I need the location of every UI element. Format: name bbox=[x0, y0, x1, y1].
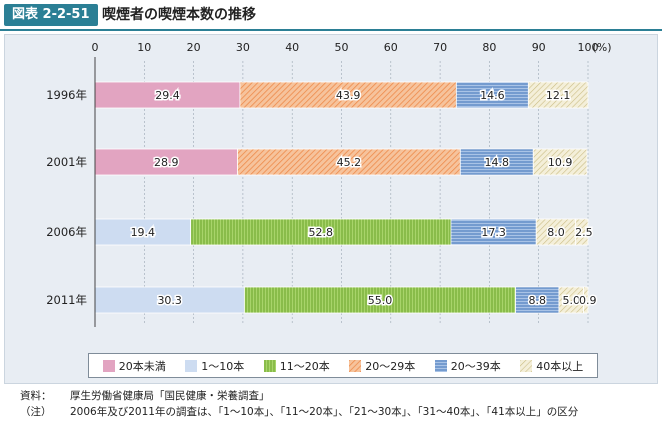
bar-segment bbox=[515, 286, 560, 314]
data-label: 10.9 bbox=[548, 156, 573, 169]
stacked-bar-chart: 29.4 43.9 14.6 12.1 28.9 45.2 14.8 10.9 19.4 52.8… bbox=[46, 41, 612, 327]
x-tick-label: 80 bbox=[482, 41, 496, 54]
legend-swatch bbox=[349, 359, 362, 372]
data-label: 17.3 bbox=[481, 226, 506, 239]
title-bar: 図表 2-2-51 喫煙者の喫煙本数の推移 bbox=[0, 0, 662, 32]
x-tick-label: 100 bbox=[578, 41, 599, 54]
data-label: 0.9 bbox=[579, 294, 597, 307]
legend-label: 11～20本 bbox=[279, 359, 330, 373]
data-label: 30.3 bbox=[157, 294, 182, 307]
bar-segment bbox=[450, 218, 537, 246]
x-tick-label: 50 bbox=[335, 41, 349, 54]
title-underline bbox=[0, 29, 662, 31]
bar-segment bbox=[459, 148, 534, 176]
legend-item: 20本未満 bbox=[102, 358, 166, 374]
category-label: 2011年 bbox=[46, 293, 87, 307]
data-label: 12.1 bbox=[546, 89, 571, 102]
bar-segment bbox=[239, 81, 457, 109]
figure-number-badge: 図表 2-2-51 bbox=[4, 4, 98, 26]
bar-segment bbox=[94, 81, 241, 109]
legend-item: 40本以上 bbox=[520, 358, 583, 374]
notes: 資料： 厚生労働省健康局「国民健康・栄養調査」 （注） 2006年及び2011年… bbox=[20, 388, 578, 420]
x-tick-label: 40 bbox=[285, 41, 299, 54]
bar-segment bbox=[535, 218, 577, 246]
chart-panel: 29.4 43.9 14.6 12.1 28.9 45.2 14.8 10.9 19.4 52.8… bbox=[4, 34, 658, 384]
data-label: 52.8 bbox=[309, 226, 334, 239]
note-text: 2006年及び2011年の調査は、「1～10本」、「11～20本」、「21～30… bbox=[70, 406, 579, 418]
legend-label: 1～10本 bbox=[201, 359, 245, 373]
bar-segment bbox=[575, 218, 589, 246]
legend-item: 11～20本 bbox=[263, 358, 330, 374]
legend-label: 20～39本 bbox=[450, 359, 501, 373]
legend-label: 20～29本 bbox=[365, 359, 416, 373]
x-tick-label: 90 bbox=[532, 41, 546, 54]
bar-segment bbox=[532, 148, 588, 176]
legend-swatch bbox=[102, 359, 115, 372]
x-tick-label: 30 bbox=[236, 41, 250, 54]
legend: 20本未満 1～10本 11～20本 20～29本 20～39本 40本以上 bbox=[88, 353, 598, 378]
note-label: （注） bbox=[20, 406, 52, 418]
x-tick-label: 0 bbox=[92, 41, 99, 54]
legend-item: 20～39本 bbox=[434, 358, 501, 374]
data-label: 19.4 bbox=[131, 226, 156, 239]
legend-swatch bbox=[520, 359, 533, 372]
bar-segment bbox=[237, 148, 461, 176]
data-label: 55.0 bbox=[368, 294, 393, 307]
data-label: 43.9 bbox=[336, 89, 361, 102]
chart-title: 喫煙者の喫煙本数の推移 bbox=[102, 7, 256, 23]
x-tick-label: 20 bbox=[187, 41, 201, 54]
legend-swatch bbox=[263, 359, 276, 372]
source-label: 資料： bbox=[20, 390, 52, 402]
bar-segment bbox=[558, 286, 584, 314]
bar-segment bbox=[94, 286, 245, 314]
bar-segment bbox=[190, 218, 452, 246]
x-tick-label: 70 bbox=[433, 41, 447, 54]
bar-segment bbox=[94, 218, 192, 246]
data-label: 14.6 bbox=[480, 89, 505, 102]
data-label: 2.5 bbox=[575, 226, 593, 239]
legend-label: 20本未満 bbox=[118, 359, 166, 373]
category-label: 1996年 bbox=[46, 88, 87, 102]
bar-segment bbox=[527, 81, 589, 109]
bar-segment bbox=[243, 286, 516, 314]
data-label: 28.9 bbox=[154, 156, 179, 169]
legend-swatch bbox=[434, 359, 447, 372]
x-tick-label: 10 bbox=[137, 41, 151, 54]
data-label: 5.0 bbox=[562, 294, 580, 307]
source-text: 厚生労働省健康局「国民健康・栄養調査」 bbox=[70, 390, 270, 402]
data-label: 45.2 bbox=[337, 156, 362, 169]
legend-item: 20～29本 bbox=[349, 358, 415, 374]
data-label: 8.8 bbox=[528, 294, 546, 307]
legend-label: 40本以上 bbox=[536, 359, 584, 373]
x-tick-label: 60 bbox=[384, 41, 398, 54]
data-label: 8.0 bbox=[547, 226, 565, 239]
category-label: 2001年 bbox=[46, 155, 87, 169]
data-label: 14.8 bbox=[485, 156, 510, 169]
bar-segment bbox=[583, 286, 589, 314]
legend-swatch bbox=[185, 359, 198, 372]
data-label: 29.4 bbox=[155, 89, 180, 102]
unit-label: (%) bbox=[592, 41, 611, 54]
category-label: 2006年 bbox=[46, 225, 87, 239]
bar-segment bbox=[94, 148, 238, 176]
legend-item: 1～10本 bbox=[185, 358, 244, 374]
